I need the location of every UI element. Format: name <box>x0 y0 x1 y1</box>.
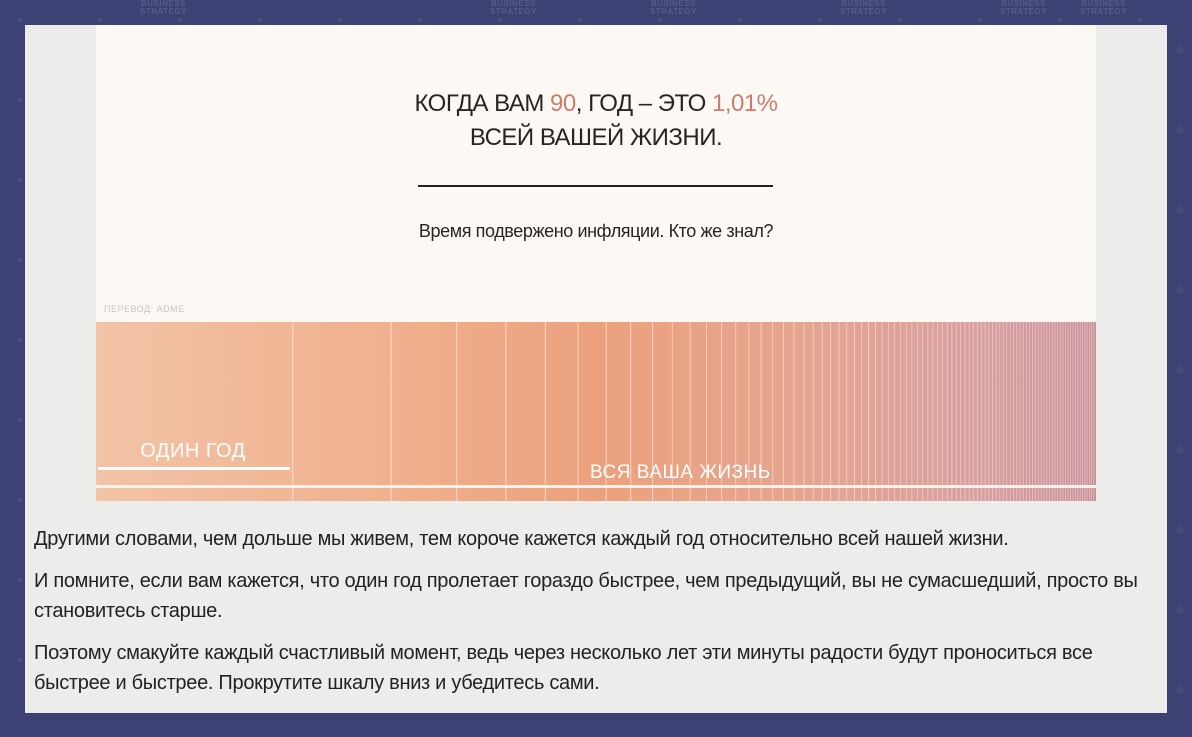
translation-credit: ПЕРЕВОД: ADME <box>104 304 185 314</box>
one-year-marker <box>98 467 290 470</box>
brand-watermark: BUSINESS STRATEGY <box>1080 0 1127 16</box>
whole-life-marker <box>96 485 1096 488</box>
infographic-card: КОГДА ВАМ 90, ГОД – ЭТО 1,01% ВСЕЙ ВАШЕЙ… <box>96 25 1096 322</box>
headline-percent: 1,01% <box>711 90 778 117</box>
brand-watermark: BUSINESS STRATEGY <box>840 0 887 16</box>
headline: КОГДА ВАМ 90, ГОД – ЭТО 1,01% ВСЕЙ ВАШЕЙ… <box>96 87 1096 155</box>
content-panel: КОГДА ВАМ 90, ГОД – ЭТО 1,01% ВСЕЙ ВАШЕЙ… <box>25 25 1167 713</box>
life-scale-bar: ОДИН ГОД ВСЯ ВАША ЖИЗНЬ <box>96 322 1096 501</box>
divider-rule <box>418 185 773 187</box>
paragraph-1: Другими словами, чем дольше мы живем, те… <box>34 528 1009 550</box>
headline-line2: ВСЕЙ ВАШЕЙ ЖИЗНИ. <box>469 124 723 151</box>
paragraph-3: Поэтому смакуйте каждый счастливый момен… <box>34 642 1093 694</box>
brand-watermark: BUSINESS STRATEGY <box>650 0 697 16</box>
brand-watermark: BUSINESS STRATEGY <box>140 0 187 16</box>
whole-life-label: ВСЯ ВАША ЖИЗНЬ <box>590 462 771 483</box>
brand-watermark: BUSINESS STRATEGY <box>1000 0 1047 16</box>
paragraph-2: И помните, если вам кажется, что один го… <box>34 570 1138 622</box>
headline-part1: КОГДА ВАМ <box>414 90 551 117</box>
headline-age: 90 <box>550 90 576 117</box>
subtitle: Время подвержено инфляции. Кто же знал? <box>418 221 774 241</box>
one-year-label: ОДИН ГОД <box>140 440 246 462</box>
year-divisions <box>292 322 1095 501</box>
brand-watermark: BUSINESS STRATEGY <box>490 0 537 16</box>
headline-part2: , ГОД – ЭТО <box>575 90 712 117</box>
